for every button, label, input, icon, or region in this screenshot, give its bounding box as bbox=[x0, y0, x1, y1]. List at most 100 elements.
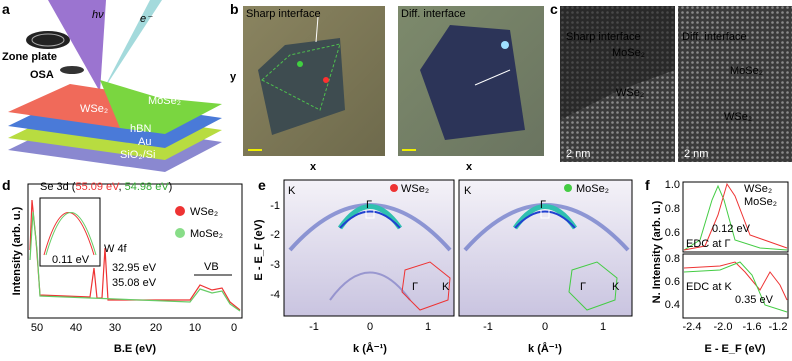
y-tick-label: -2 bbox=[270, 229, 280, 241]
zone-plate-label: Zone plate bbox=[2, 51, 57, 63]
bz-label: K bbox=[442, 281, 450, 293]
legend-marker bbox=[390, 184, 398, 192]
band bbox=[337, 204, 403, 230]
x-tick-label: 10 bbox=[189, 322, 201, 334]
photon-beam bbox=[48, 0, 106, 92]
plot-frame bbox=[682, 253, 789, 319]
legend-label: MoSe₂ bbox=[190, 228, 223, 240]
inset-shift: 0.11 eV bbox=[52, 254, 90, 266]
curve-mose2 bbox=[683, 184, 788, 251]
flake bbox=[420, 25, 525, 140]
bz bbox=[568, 261, 618, 311]
curve-wse2 bbox=[683, 182, 788, 251]
region-label: WSe₂ bbox=[724, 111, 752, 123]
y-tick-label: 0.6 bbox=[665, 276, 680, 288]
x-ticks: -1 0 1 -1 0 1 bbox=[309, 321, 606, 333]
bz-label: Γ bbox=[580, 281, 586, 293]
axis-label: x bbox=[466, 161, 473, 173]
layer-label: SiO₂/Si bbox=[120, 149, 155, 161]
curve-mose2 bbox=[683, 261, 788, 313]
annotation: VB bbox=[204, 261, 219, 273]
k-label: K bbox=[288, 185, 296, 197]
band bbox=[329, 271, 411, 301]
curve-mose2 bbox=[29, 211, 241, 312]
x-ticks: 50 40 30 20 10 0 bbox=[31, 322, 237, 334]
y-tick-label: -1 bbox=[270, 200, 280, 212]
legend-label: MoSe₂ bbox=[744, 196, 777, 208]
y-tick-label: -3 bbox=[270, 259, 280, 271]
inset-title: Se 3d (55.09 eV, 54.98 eV) bbox=[40, 181, 172, 193]
region bbox=[560, 6, 675, 120]
arpes-image bbox=[458, 179, 633, 317]
interface-outline bbox=[261, 43, 341, 111]
panel-label: e bbox=[258, 177, 266, 193]
roi bbox=[540, 209, 550, 219]
x-tick-label: -2.0 bbox=[714, 321, 733, 333]
image-title: Sharp interface bbox=[566, 31, 641, 43]
flake bbox=[258, 38, 345, 135]
spot bbox=[501, 41, 509, 49]
band bbox=[512, 204, 578, 230]
pointer bbox=[474, 69, 511, 86]
x-tick-label: -1.6 bbox=[743, 321, 762, 333]
legend-label: WSe₂ bbox=[190, 206, 218, 218]
panel-d: d Se 3d (55.09 eV, 54.98 eV) 0.11 eV WSe… bbox=[2, 177, 243, 355]
stem-image bbox=[678, 6, 792, 162]
annotation: 35.08 eV bbox=[112, 277, 157, 289]
region-label: WSe₂ bbox=[616, 87, 644, 99]
inset-mose2 bbox=[45, 212, 97, 256]
plot-frame bbox=[27, 183, 243, 319]
x-tick-label: 0 bbox=[231, 322, 237, 334]
annotation: EDC at Γ bbox=[686, 238, 731, 250]
annotation: 32.95 eV bbox=[112, 262, 157, 274]
zone-plate-rings bbox=[31, 33, 65, 47]
inset bbox=[39, 197, 101, 267]
y-axis-label: N. Intensity (arb. u.) bbox=[651, 200, 663, 303]
y-ticks: 1.0 0.8 0.6 0.8 0.6 0.4 bbox=[665, 179, 680, 311]
x-tick-label: 30 bbox=[109, 322, 121, 334]
spot bbox=[297, 61, 303, 67]
x-tick-label: 1 bbox=[425, 321, 431, 333]
image-title: Sharp interface bbox=[246, 8, 321, 20]
legend-label: WSe₂ bbox=[401, 183, 429, 195]
y-tick-label: 1.0 bbox=[665, 179, 680, 191]
x-axis-label: k (Å⁻¹) bbox=[528, 342, 562, 355]
panel-label: d bbox=[2, 177, 11, 193]
band bbox=[514, 210, 576, 229]
axis-label: x bbox=[310, 161, 317, 173]
band bbox=[339, 210, 401, 229]
layer-mose2 bbox=[100, 80, 222, 134]
x-axis-label: E - E_F (eV) bbox=[704, 343, 765, 355]
bz-label: Γ bbox=[412, 281, 418, 293]
gamma-label: Γ bbox=[540, 199, 546, 211]
x-tick-label: 1 bbox=[600, 321, 606, 333]
panel-label: f bbox=[645, 177, 650, 193]
x-axis-label: k (Å⁻¹) bbox=[353, 342, 387, 355]
x-ticks: -2.4 -2.0 -1.6 -1.2 bbox=[683, 321, 788, 333]
image-title: Diff. interface bbox=[682, 31, 747, 43]
legend-marker bbox=[175, 228, 185, 238]
y-axis-label: E - E_F (eV) bbox=[253, 219, 265, 280]
y-tick-label: 0.8 bbox=[665, 203, 680, 215]
layer-label: hBN bbox=[130, 123, 151, 135]
x-tick-label: -1 bbox=[309, 321, 319, 333]
panel-a: a hν e⁻ Zone plate OSA WSe₂ MoSe₂ hBN Au… bbox=[2, 0, 222, 172]
electron-beam bbox=[102, 0, 162, 92]
legend-label: WSe₂ bbox=[744, 183, 772, 195]
pointer bbox=[315, 16, 319, 43]
plot-frame bbox=[682, 181, 789, 253]
gamma-label: Γ bbox=[366, 199, 372, 211]
panel-label: b bbox=[230, 1, 239, 17]
annotation: W 4f bbox=[104, 243, 128, 255]
y-axis-label: Intensity (arb. u.) bbox=[11, 206, 23, 295]
x-tick-label: 40 bbox=[70, 322, 82, 334]
x-tick-label: -1 bbox=[483, 321, 493, 333]
bz-label: K bbox=[612, 281, 620, 293]
y-tick-label: -4 bbox=[270, 289, 280, 301]
panel-label: c bbox=[550, 1, 558, 17]
arpes-image bbox=[283, 179, 455, 317]
roi bbox=[365, 209, 375, 219]
x-tick-label: 20 bbox=[150, 322, 162, 334]
annotation: 0.35 eV bbox=[735, 294, 774, 306]
